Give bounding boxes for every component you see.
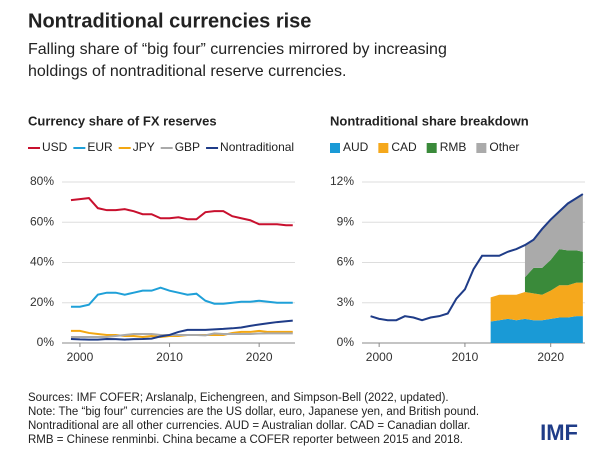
note: Sources: IMF COFER; Arslanalp, Eichengre… bbox=[28, 392, 449, 404]
subtitle: Falling share of “big four” currencies m… bbox=[28, 41, 447, 58]
series-line bbox=[70, 286, 293, 308]
chart-title: Currency share of FX reserves bbox=[28, 113, 217, 128]
area bbox=[490, 316, 583, 343]
subtitle: holdings of nontraditional reserve curre… bbox=[28, 63, 346, 80]
series-line bbox=[70, 332, 293, 338]
series-line bbox=[70, 197, 293, 227]
legend-swatch bbox=[330, 143, 340, 153]
x-tick-label: 2020 bbox=[537, 350, 564, 364]
y-tick-label: 9% bbox=[337, 214, 355, 228]
legend-label: CAD bbox=[391, 140, 417, 154]
logo: IMF bbox=[540, 420, 578, 445]
legend-label: GBP bbox=[175, 140, 200, 154]
y-tick-label: 6% bbox=[337, 255, 355, 269]
legend-label: USD bbox=[42, 140, 68, 154]
y-tick-label: 0% bbox=[37, 335, 55, 349]
chart-title: Nontraditional share breakdown bbox=[330, 113, 529, 128]
x-tick-label: 2000 bbox=[366, 350, 393, 364]
legend-label: Nontraditional bbox=[220, 140, 294, 154]
legend-swatch bbox=[426, 143, 437, 153]
title: Nontraditional currencies rise bbox=[28, 10, 311, 32]
x-tick-label: 2000 bbox=[67, 350, 94, 364]
y-tick-label: 20% bbox=[30, 295, 54, 309]
y-tick-label: 12% bbox=[330, 174, 354, 188]
area bbox=[490, 282, 583, 322]
x-tick-label: 2010 bbox=[156, 350, 183, 364]
legend-label: AUD bbox=[343, 140, 369, 154]
y-tick-label: 3% bbox=[337, 295, 355, 309]
total-line bbox=[370, 193, 584, 322]
y-tick-label: 60% bbox=[30, 214, 54, 228]
legend-label: RMB bbox=[440, 140, 467, 154]
legend-label: EUR bbox=[87, 140, 113, 154]
note: RMB = Chinese renminbi. China became a C… bbox=[28, 434, 463, 446]
area bbox=[524, 249, 583, 295]
legend-label: Other bbox=[489, 140, 519, 154]
legend-label: JPY bbox=[133, 140, 155, 154]
y-tick-label: 0% bbox=[337, 335, 355, 349]
series-line bbox=[70, 319, 293, 341]
legend-swatch bbox=[476, 143, 487, 153]
x-tick-label: 2010 bbox=[452, 350, 479, 364]
y-tick-label: 80% bbox=[30, 174, 54, 188]
legend-swatch bbox=[378, 143, 389, 153]
note: Note: The “big four” currencies are the … bbox=[28, 406, 479, 418]
area bbox=[524, 194, 583, 278]
note: Nontraditional are all other currencies.… bbox=[28, 420, 470, 432]
x-tick-label: 2020 bbox=[246, 350, 273, 364]
y-tick-label: 40% bbox=[30, 255, 54, 269]
